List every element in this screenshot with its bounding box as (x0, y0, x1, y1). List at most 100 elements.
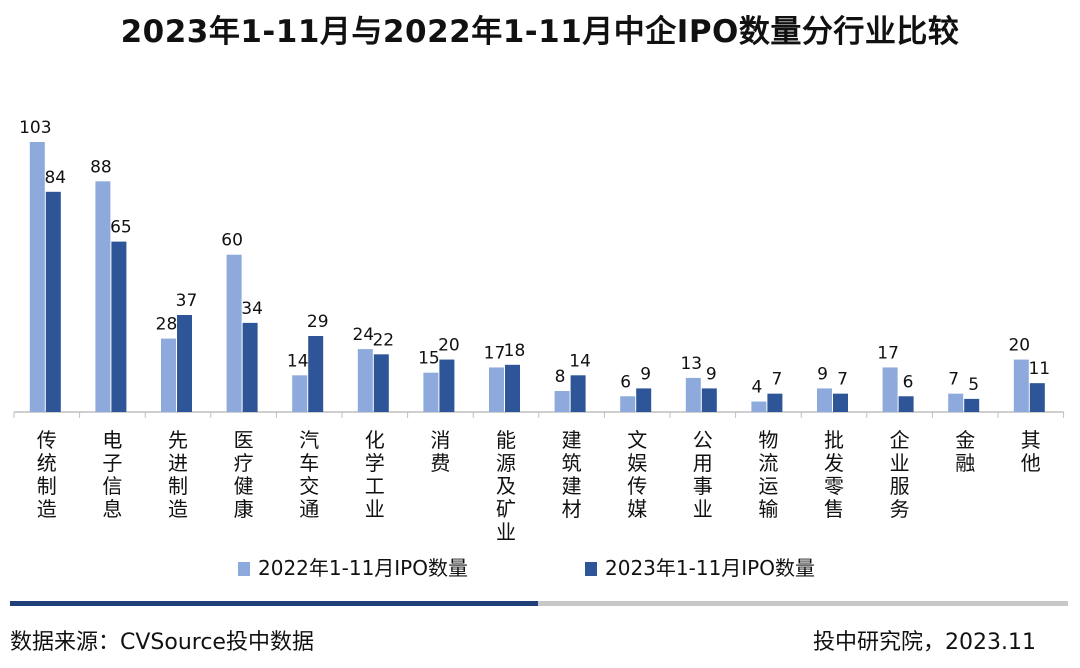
bar-2022 (29, 142, 45, 412)
data-label-2023: 9 (706, 364, 717, 384)
legend-item-2022: 2022年1-11月IPO数量 (238, 552, 468, 581)
data-label-2023: 84 (44, 168, 66, 188)
bar-2023 (767, 393, 783, 412)
category-label: 消 (430, 428, 450, 452)
category-label: 医 (234, 428, 254, 452)
category-label: 他 (1021, 451, 1041, 475)
category-label: 材 (562, 497, 582, 521)
legend-item-2023: 2023年1-11月IPO数量 (585, 552, 815, 581)
data-label-2023: 11 (1028, 359, 1050, 379)
footer-divider-dark (10, 601, 538, 606)
bar-2022 (489, 367, 504, 412)
data-label-2022: 28 (156, 315, 178, 335)
data-label-2022: 7 (948, 370, 959, 390)
data-label-2022: 8 (555, 367, 566, 387)
category-label: 化 (365, 428, 385, 452)
data-label-2022: 17 (877, 343, 899, 363)
data-label-2023: 22 (372, 330, 394, 350)
category-label: 运 (758, 474, 778, 498)
category-label: 造 (37, 497, 57, 521)
data-label-2023: 7 (837, 370, 848, 390)
bar-2022 (882, 367, 898, 412)
category-label: 通 (299, 497, 319, 521)
category-label: 建 (562, 474, 582, 498)
chart-title: 2023年1-11月与2022年1-11月中企IPO数量分行业比较 (120, 14, 960, 50)
data-label-2023: 37 (176, 291, 198, 311)
footer-divider-light (538, 601, 1068, 606)
bar-2022 (620, 396, 636, 412)
data-label-2022: 15 (418, 349, 440, 369)
category-label: 用 (693, 451, 713, 475)
category-label: 交 (299, 474, 319, 498)
category-label: 事 (693, 474, 713, 498)
category-label: 工 (365, 474, 385, 498)
bar-2023 (242, 322, 258, 412)
category-label: 娱 (627, 451, 647, 475)
category-label: 能 (496, 428, 516, 452)
bar-2023 (111, 241, 127, 412)
bar-2023 (439, 359, 455, 412)
legend-label-2022: 2022年1-11月IPO数量 (258, 556, 468, 580)
data-label-2023: 29 (307, 312, 329, 332)
data-label-2022: 6 (620, 372, 631, 392)
category-label: 造 (168, 497, 188, 521)
data-label-2022: 9 (817, 364, 828, 384)
bar-2022 (161, 338, 176, 412)
data-label-2023: 34 (241, 299, 263, 319)
category-label: 及 (496, 474, 516, 498)
category-label: 车 (299, 451, 319, 475)
data-label-2023: 7 (771, 370, 782, 390)
bar-2023 (701, 388, 717, 412)
category-label: 企 (890, 428, 910, 452)
category-label: 电 (102, 428, 122, 452)
category-label: 文 (627, 428, 647, 452)
data-label-2022: 17 (484, 343, 506, 363)
data-source: 数据来源：CVSource投中数据 (10, 630, 314, 655)
bar-2022 (226, 254, 242, 412)
legend-swatch-2023 (585, 562, 597, 576)
bar-2022 (817, 388, 832, 412)
category-label: 物 (758, 428, 778, 452)
category-label: 康 (234, 497, 254, 521)
data-label-2022: 88 (90, 157, 112, 177)
data-label-2022: 20 (1008, 336, 1030, 356)
category-label: 其 (1021, 428, 1041, 452)
category-label: 学 (365, 451, 385, 475)
bar-2023 (636, 388, 652, 412)
category-label: 信 (102, 474, 122, 498)
bar-2023 (833, 393, 848, 412)
category-label: 业 (496, 520, 516, 544)
data-label-2023: 9 (640, 364, 651, 384)
data-label-2022: 24 (352, 325, 374, 345)
category-label: 传 (37, 428, 57, 452)
category-label: 发 (824, 451, 844, 475)
category-label: 融 (955, 451, 975, 475)
bar-2023 (373, 354, 389, 412)
category-label: 流 (758, 451, 778, 475)
credit-date: 投中研究院，2023.11 (813, 630, 1036, 655)
category-label: 费 (430, 451, 450, 475)
bar-2022 (751, 401, 767, 412)
data-label-2023: 20 (438, 336, 460, 356)
bar-2023 (505, 364, 520, 412)
bar-chart: 10384传统制造8865电子信息2837先进制造6034医疗健康1429汽车交… (13, 118, 1065, 544)
category-label: 业 (365, 497, 385, 521)
bar-2023 (45, 191, 61, 412)
data-label-2023: 6 (903, 372, 914, 392)
category-label: 售 (824, 497, 844, 521)
bar-2023 (1029, 383, 1045, 412)
category-label: 服 (890, 474, 910, 498)
bar-2023 (964, 398, 980, 412)
bar-2022 (1013, 359, 1029, 412)
category-label: 建 (562, 428, 582, 452)
category-label: 筑 (562, 451, 582, 475)
legend-label-2023: 2023年1-11月IPO数量 (605, 556, 815, 580)
category-label: 业 (693, 497, 713, 521)
bar-2022 (948, 393, 964, 412)
data-label-2022: 13 (680, 354, 702, 374)
category-label: 矿 (496, 497, 516, 521)
category-label: 制 (37, 474, 57, 498)
bar-2022 (685, 377, 701, 412)
bar-2022 (292, 375, 308, 412)
data-label-2022: 103 (19, 118, 51, 138)
